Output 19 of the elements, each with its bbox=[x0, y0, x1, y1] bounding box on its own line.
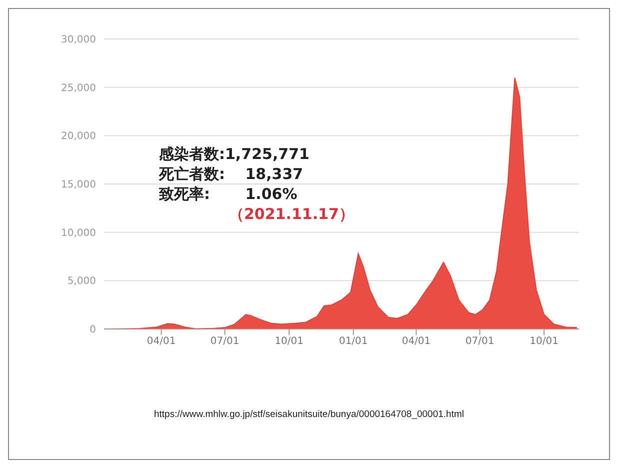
x-tick-label: 07/01 bbox=[210, 336, 240, 348]
x-tick-label: 04/01 bbox=[402, 336, 431, 348]
annotation: 致死率: 1.06% bbox=[159, 184, 298, 204]
y-tick-label: 15,000 bbox=[61, 180, 96, 191]
text: https://www.mhlw.go.jp/stf/seisakunitsuite/bunya/0000164708_00001.html bbox=[153, 409, 465, 420]
x-tick-label: 10/01 bbox=[274, 336, 304, 348]
y-tick-label: 10,000 bbox=[61, 228, 96, 239]
x-tick-label: 07/01 bbox=[465, 336, 494, 348]
y-tick-label: 25,000 bbox=[61, 82, 96, 94]
y-tick-label: 0 bbox=[90, 324, 96, 336]
y-tick-label: 20,000 bbox=[61, 131, 96, 142]
y-tick-label: 30,000 bbox=[61, 34, 96, 46]
annotation: 感染者数:1,725,771 bbox=[159, 144, 310, 164]
y-tick-label: 5,000 bbox=[67, 276, 96, 288]
annotation: 死亡者数: 18,337 bbox=[159, 164, 304, 184]
x-tick-label: 01/01 bbox=[338, 336, 368, 348]
x-tick-label: 04/01 bbox=[146, 336, 176, 348]
x-tick-label: 10/01 bbox=[530, 336, 558, 348]
annotation: （2021.11.17） bbox=[228, 204, 354, 224]
